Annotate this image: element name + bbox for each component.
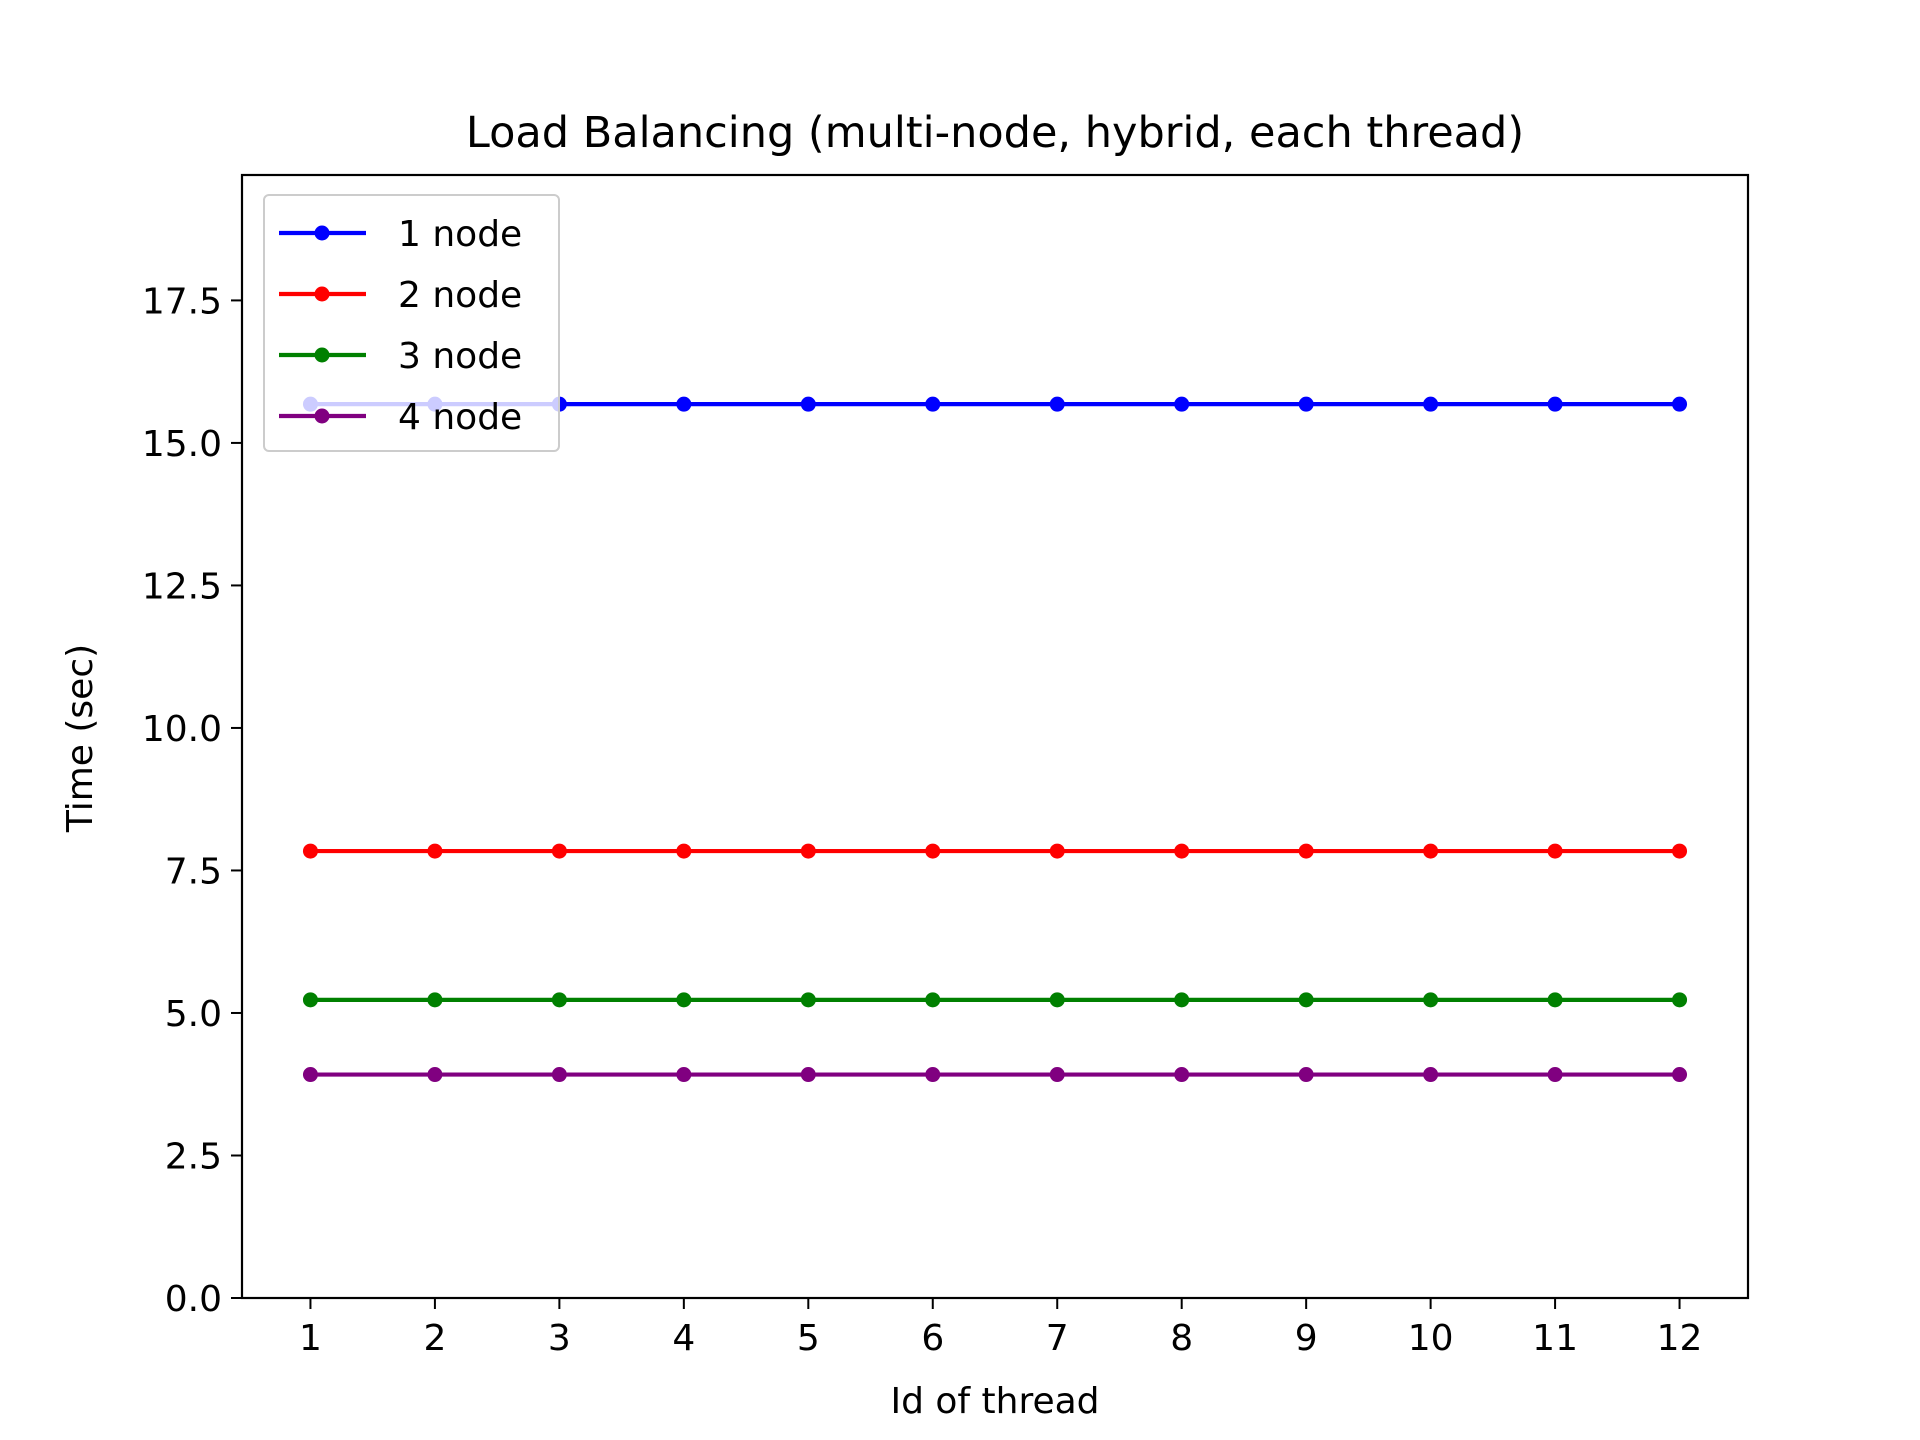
data-point xyxy=(1547,396,1563,412)
data-point xyxy=(427,992,443,1008)
data-point xyxy=(676,1067,692,1083)
data-point xyxy=(800,843,816,859)
y-tick-label: 2.5 xyxy=(165,1136,222,1177)
data-point xyxy=(1298,992,1314,1008)
data-point xyxy=(1547,992,1563,1008)
data-point xyxy=(551,992,567,1008)
x-tick-label: 9 xyxy=(1295,1318,1318,1359)
data-point xyxy=(1547,1067,1563,1083)
x-tick-label: 12 xyxy=(1657,1318,1703,1359)
data-point xyxy=(302,992,318,1008)
y-tick-label: 15.0 xyxy=(142,424,222,465)
legend-label: 2 node xyxy=(398,275,522,316)
data-point xyxy=(1174,396,1190,412)
y-tick-label: 17.5 xyxy=(142,281,222,322)
data-point xyxy=(925,1067,941,1083)
data-point xyxy=(800,1067,816,1083)
chart-title: Load Balancing (multi-node, hybrid, each… xyxy=(466,108,1524,158)
data-point xyxy=(676,992,692,1008)
data-point xyxy=(800,396,816,412)
axes-frame xyxy=(240,173,1750,1300)
x-tick-label: 8 xyxy=(1170,1318,1193,1359)
data-point xyxy=(1049,1067,1065,1083)
legend-label: 1 node xyxy=(398,214,522,255)
x-axis: 1 2 3 4 5 6 7 8 9 10 11 12 xyxy=(299,1298,1702,1359)
y-tick-label: 10.0 xyxy=(142,709,222,750)
legend-marker xyxy=(314,408,330,424)
data-point xyxy=(1423,1067,1439,1083)
x-tick-label: 1 xyxy=(299,1318,322,1359)
data-point xyxy=(1672,1067,1688,1083)
x-tick-label: 4 xyxy=(672,1318,695,1359)
data-point xyxy=(925,843,941,859)
x-tick-label: 10 xyxy=(1408,1318,1454,1359)
data-point xyxy=(1672,992,1688,1008)
x-tick-label: 2 xyxy=(423,1318,446,1359)
x-tick-label: 3 xyxy=(548,1318,571,1359)
legend-label: 4 node xyxy=(398,397,522,438)
data-point xyxy=(1174,1067,1190,1083)
data-point xyxy=(925,992,941,1008)
data-point xyxy=(676,396,692,412)
data-point xyxy=(1298,1067,1314,1083)
data-point xyxy=(800,992,816,1008)
y-axis: 0.0 2.5 5.0 7.5 10.0 12.5 15.0 17.5 xyxy=(142,281,242,1320)
legend-marker xyxy=(314,286,330,302)
x-tick-label: 5 xyxy=(797,1318,820,1359)
data-point xyxy=(427,1067,443,1083)
x-tick-label: 11 xyxy=(1532,1318,1578,1359)
y-tick-label: 5.0 xyxy=(165,994,222,1035)
data-point xyxy=(676,843,692,859)
legend: 1 node 2 node 3 node 4 node xyxy=(263,194,560,452)
data-point xyxy=(302,1067,318,1083)
legend-marker xyxy=(314,225,330,241)
data-point xyxy=(1423,396,1439,412)
y-tick-label: 12.5 xyxy=(142,566,222,607)
data-point xyxy=(1672,843,1688,859)
x-tick-label: 7 xyxy=(1046,1318,1069,1359)
y-tick-label: 7.5 xyxy=(165,851,222,892)
legend-marker xyxy=(314,347,330,363)
data-point xyxy=(1049,843,1065,859)
data-point xyxy=(551,843,567,859)
data-point xyxy=(302,843,318,859)
data-point xyxy=(1672,396,1688,412)
data-point xyxy=(1298,396,1314,412)
y-axis-label: Time (sec) xyxy=(60,644,101,833)
data-point xyxy=(1049,396,1065,412)
data-point xyxy=(1423,843,1439,859)
y-tick-label: 0.0 xyxy=(165,1279,222,1320)
data-point xyxy=(1423,992,1439,1008)
data-point xyxy=(1049,992,1065,1008)
x-tick-label: 6 xyxy=(921,1318,944,1359)
data-point xyxy=(1547,843,1563,859)
data-point xyxy=(1298,843,1314,859)
data-point xyxy=(427,843,443,859)
legend-label: 3 node xyxy=(398,336,522,377)
data-point xyxy=(1174,843,1190,859)
data-point xyxy=(551,1067,567,1083)
x-axis-label: Id of thread xyxy=(890,1381,1099,1422)
data-point xyxy=(925,396,941,412)
legend-box xyxy=(263,194,560,452)
data-point xyxy=(1174,992,1190,1008)
